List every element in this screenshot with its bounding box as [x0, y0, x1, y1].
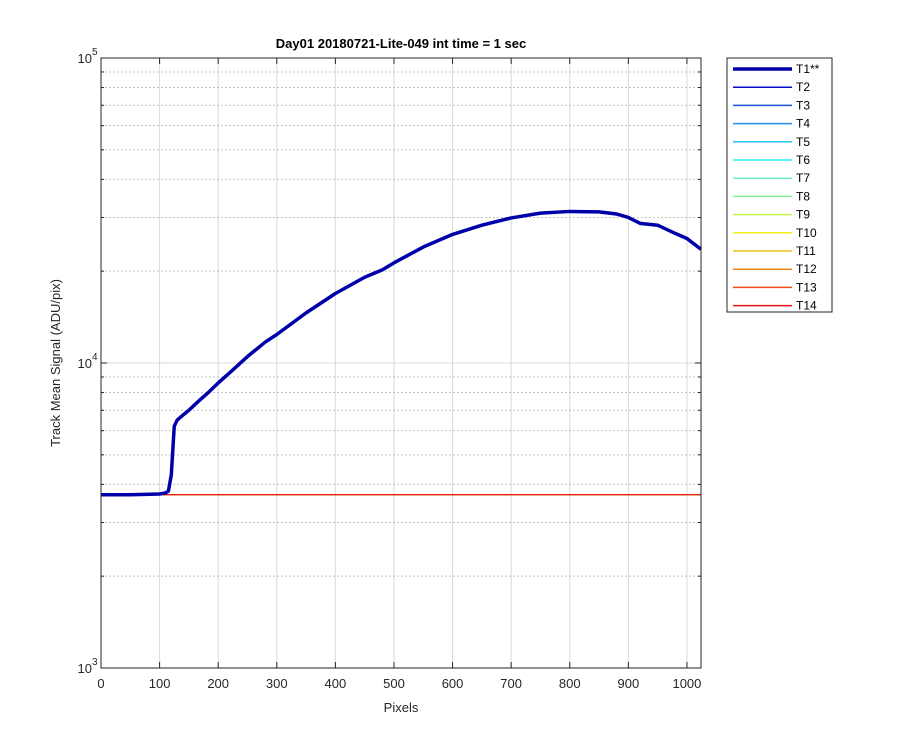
legend-entry: T10 [733, 226, 817, 240]
x-tick-label: 100 [149, 676, 171, 691]
legend-entry: T12 [733, 262, 817, 276]
y-tick-exponent: 4 [92, 352, 98, 363]
x-tick-label: 500 [383, 676, 405, 691]
x-tick-label: 400 [325, 676, 347, 691]
series-line-t1 [101, 209, 703, 497]
legend-entry: T8 [733, 189, 810, 203]
legend-entry: T14 [733, 299, 817, 313]
legend-entry: T6 [733, 153, 810, 167]
legend-entry: T2 [733, 80, 810, 94]
legend-label: T13 [796, 280, 817, 294]
x-tick-label: 800 [559, 676, 581, 691]
legend-entry: T9 [733, 208, 810, 222]
y-tick-label: 10 5 [78, 47, 98, 66]
legend-entry: T3 [733, 98, 810, 112]
legend-entry: T4 [733, 117, 810, 131]
y-tick-base: 10 [78, 661, 92, 676]
legend-label: T1** [796, 62, 820, 76]
x-tick-label: 600 [442, 676, 464, 691]
legend-entry: T1** [733, 62, 820, 76]
y-axis-label: Track Mean Signal (ADU/pix) [48, 279, 63, 447]
legend-entry: T11 [733, 244, 816, 258]
legend-label: T7 [796, 171, 810, 185]
legend-label: T11 [796, 244, 816, 258]
chart-title: Day01 20180721-Lite-049 int time = 1 sec [276, 36, 526, 51]
x-tick-label: 1000 [672, 676, 701, 691]
legend-label: T10 [796, 226, 817, 240]
x-tick-label: 200 [207, 676, 229, 691]
x-tick-label: 900 [617, 676, 639, 691]
legend: T1** T2 T3 T4 T5 T6 T7 T8 T9 T10 T11 T12 T13 T14 [726, 57, 833, 313]
y-tick-exponent: 3 [92, 657, 98, 668]
legend-label: T14 [796, 299, 817, 313]
legend-entry: T7 [733, 171, 810, 185]
legend-label: T3 [796, 98, 810, 112]
legend-label: T12 [796, 262, 817, 276]
legend-label: T5 [796, 135, 810, 149]
series-layer [101, 209, 703, 497]
y-tick-base: 10 [78, 51, 92, 66]
legend-label: T8 [796, 189, 810, 203]
y-tick-label: 10 3 [78, 657, 98, 676]
x-tick-label: 0 [97, 676, 104, 691]
legend-label: T6 [796, 153, 810, 167]
grid [101, 58, 701, 668]
legend-label: T9 [796, 208, 810, 222]
legend-entry: T13 [733, 280, 817, 294]
legend-label: T2 [796, 80, 810, 94]
y-tick-exponent: 5 [92, 47, 98, 58]
y-tick-base: 10 [78, 356, 92, 371]
x-axis-label: Pixels [384, 700, 419, 715]
x-tick-label: 700 [500, 676, 522, 691]
legend-entry: T5 [733, 135, 810, 149]
x-tick-label: 300 [266, 676, 288, 691]
y-tick-label: 10 4 [78, 352, 98, 371]
legend-label: T4 [796, 117, 810, 131]
